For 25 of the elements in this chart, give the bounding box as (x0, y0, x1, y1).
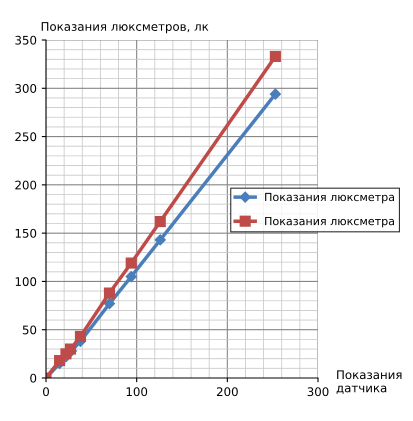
x-tick-label: 100 (126, 387, 148, 396)
y-tick-label: 100 (16, 277, 36, 286)
y-tick-label: 50 (22, 325, 36, 334)
point (104, 287, 116, 299)
point (126, 258, 137, 269)
point (104, 298, 116, 310)
y-tick-label: 350 (15, 36, 36, 45)
x-axis-title: Показания датчика (336, 370, 402, 394)
legend-label: Показания люксметра (265, 192, 394, 204)
y-axis-title: Показания люксметров, лк (42, 22, 208, 34)
point (74, 330, 86, 342)
point (126, 270, 137, 282)
x-tick-label: 0 (43, 387, 49, 396)
y-tick-label: 0 (30, 374, 36, 383)
point (154, 216, 166, 228)
x-tick-label: 200 (216, 387, 238, 396)
point (270, 50, 281, 62)
y-tick-label: 150 (16, 228, 36, 238)
y-tick-label: 300 (15, 84, 36, 93)
legend-label: Показания люксметра (265, 217, 394, 228)
y-tick-label: 250 (15, 132, 36, 142)
point (154, 234, 166, 246)
y-tick-label: 200 (15, 180, 36, 190)
x-tick-label: 300 (308, 387, 328, 396)
point (270, 88, 281, 100)
